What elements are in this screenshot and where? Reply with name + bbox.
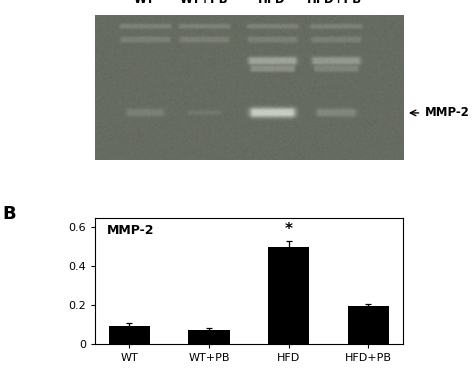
Text: WT+PB: WT+PB xyxy=(179,0,228,6)
Text: MMP-2: MMP-2 xyxy=(107,224,155,237)
Bar xyxy=(347,306,389,344)
Bar xyxy=(109,325,150,344)
Text: WT: WT xyxy=(134,0,155,6)
Text: A: A xyxy=(58,0,72,3)
Text: MMP-2: MMP-2 xyxy=(424,107,469,119)
Text: HFD: HFD xyxy=(258,0,285,6)
Text: *: * xyxy=(284,222,292,237)
Text: HFD+PB: HFD+PB xyxy=(307,0,363,6)
Bar xyxy=(188,330,230,344)
Y-axis label: Relative Intensity Arbitrary
Unit: Relative Intensity Arbitrary Unit xyxy=(0,211,2,351)
Bar xyxy=(268,247,310,344)
Text: B: B xyxy=(2,205,16,223)
